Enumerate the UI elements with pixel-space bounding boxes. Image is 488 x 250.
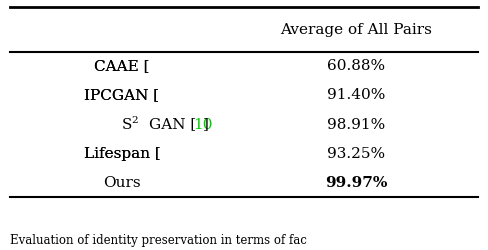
Text: 98.91%: 98.91% <box>327 118 386 132</box>
Text: Lifespan [: Lifespan [ <box>83 147 161 161</box>
Text: CAAE [: CAAE [ <box>94 59 150 73</box>
Text: IPCGAN [: IPCGAN [ <box>84 88 160 102</box>
Text: IPCGAN [44]: IPCGAN [44] <box>72 88 172 102</box>
Text: 60.88%: 60.88% <box>327 59 386 73</box>
Text: Lifespan [25]: Lifespan [25] <box>71 147 173 161</box>
Text: S: S <box>122 118 132 132</box>
Text: CAAE [49]: CAAE [49] <box>81 59 163 73</box>
Text: 10: 10 <box>193 118 212 132</box>
Text: Evaluation of identity preservation in terms of fac: Evaluation of identity preservation in t… <box>10 234 306 247</box>
Text: GAN [: GAN [ <box>149 118 196 132</box>
Text: 91.40%: 91.40% <box>327 88 386 102</box>
Text: 99.97%: 99.97% <box>325 176 387 190</box>
Text: Ours: Ours <box>103 176 141 190</box>
Text: Lifespan [: Lifespan [ <box>83 147 161 161</box>
Text: IPCGAN [: IPCGAN [ <box>84 88 160 102</box>
Text: 2: 2 <box>132 116 139 124</box>
Text: CAAE [: CAAE [ <box>94 59 150 73</box>
Text: Average of All Pairs: Average of All Pairs <box>280 22 432 36</box>
Text: ]: ] <box>203 118 208 132</box>
Text: 93.25%: 93.25% <box>327 147 386 161</box>
